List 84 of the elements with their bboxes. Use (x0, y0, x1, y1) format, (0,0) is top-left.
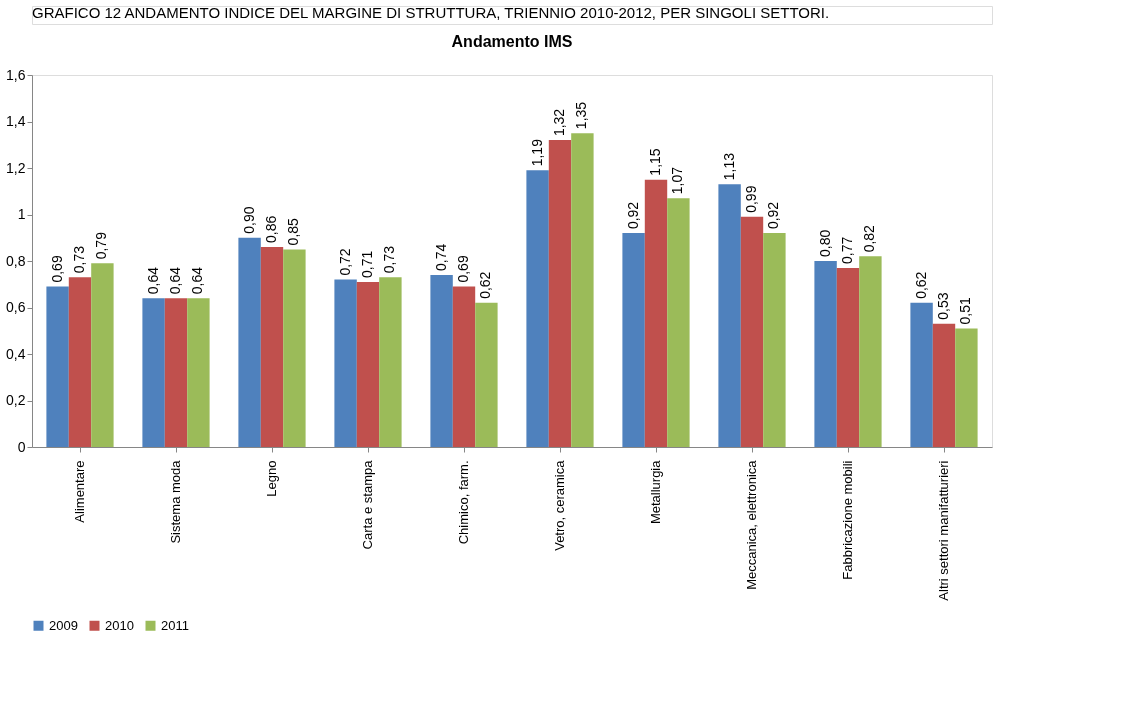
y-tick-label: 0,2 (6, 392, 26, 408)
text: GRAFICO 12 ANDAMENTO INDICE DEL MARGINE DI STRUTTURA, TRIENNIO 2010-2012, PER SINGOLI SETTORI. (32, 4, 830, 21)
y-tick-label: 0 (17, 438, 26, 455)
bar (644, 179, 668, 447)
bar (548, 140, 572, 447)
legend-label: 2010 (105, 617, 134, 633)
data-label: 0,92 (624, 201, 641, 230)
bar (667, 198, 690, 447)
data-label: 0,73 (381, 245, 398, 274)
x-tick-label: Legno (264, 460, 279, 497)
data-label: 0,77 (839, 236, 855, 264)
y-tick-label: 0,8 (6, 252, 26, 269)
data-label: 0,71 (359, 250, 375, 278)
x-tick-label: Meccanica, elettronica (744, 459, 759, 590)
data-label: 0,64 (144, 266, 161, 295)
data-label: 1,32 (551, 108, 567, 137)
data-label: 0,92 (765, 201, 782, 230)
bar (260, 247, 284, 447)
data-label: 0,90 (240, 206, 257, 234)
data-label: 0,73 (71, 245, 87, 274)
data-label: 0,74 (432, 243, 449, 271)
x-tick-label: Carta e stampa (360, 459, 375, 550)
data-label: 0,53 (935, 292, 951, 320)
bar (452, 286, 476, 447)
data-label: 0,99 (743, 185, 759, 213)
legend-label: 2011 (161, 617, 189, 633)
data-label: 0,80 (816, 229, 833, 257)
data-label: 0,69 (48, 255, 65, 283)
y-tick-label: 0,6 (6, 299, 26, 315)
bar (526, 170, 549, 447)
data-label: 1,35 (573, 101, 590, 130)
bar (142, 298, 165, 447)
data-label: 0,82 (861, 224, 878, 253)
bar (379, 277, 402, 447)
y-tick-label: 1,4 (6, 113, 26, 129)
bar (622, 233, 645, 447)
bar (356, 281, 380, 447)
bar (740, 216, 764, 447)
bar (91, 263, 114, 447)
bar (910, 302, 933, 447)
x-tick-label: Sistema moda (168, 459, 183, 544)
data-label: 1,15 (647, 148, 663, 176)
data-label: 1,13 (720, 152, 737, 181)
x-tick-label: Chimico, farm. (456, 460, 471, 545)
data-label: 0,64 (189, 266, 206, 295)
bar (836, 267, 860, 447)
bar (430, 274, 453, 447)
bar (475, 302, 498, 447)
data-label: 0,51 (957, 296, 974, 325)
bar (859, 256, 882, 447)
y-tick-label: 0,4 (6, 345, 26, 362)
data-label: 0,79 (93, 231, 110, 260)
legend-label: 2009 (49, 617, 78, 633)
data-label: 1,19 (528, 138, 545, 167)
bar (238, 237, 261, 447)
data-label: 0,62 (912, 271, 929, 299)
bar (718, 184, 741, 447)
data-label: 0,86 (263, 215, 279, 244)
x-tick-label: Fabbricazione mobili (840, 460, 855, 580)
bar (283, 249, 306, 447)
chart-title: Andamento IMS (451, 33, 573, 50)
bar (187, 298, 210, 447)
data-label: 0,69 (455, 255, 471, 283)
bar (46, 286, 69, 447)
bar (814, 261, 837, 447)
x-tick-label: Alimentare (72, 460, 87, 523)
data-label: 0,85 (285, 217, 302, 246)
data-label: 0,64 (167, 266, 183, 295)
bar (164, 298, 188, 447)
bar (955, 328, 978, 447)
x-tick-label: Metallurgia (648, 459, 663, 525)
x-tick-label: Vetro, ceramica (552, 459, 567, 551)
y-tick-label: 1,2 (6, 159, 26, 176)
bar (334, 279, 357, 447)
bar (763, 233, 786, 447)
data-label: 0,72 (336, 248, 353, 276)
y-tick-label: 1,6 (6, 66, 26, 83)
data-label: 1,07 (669, 166, 686, 195)
bar (68, 277, 92, 447)
bar (571, 133, 594, 447)
data-label: 0,62 (477, 271, 494, 299)
bar (932, 323, 956, 447)
y-tick-label: 1 (17, 206, 26, 222)
x-tick-label: Altri settori manifatturieri (936, 460, 951, 601)
